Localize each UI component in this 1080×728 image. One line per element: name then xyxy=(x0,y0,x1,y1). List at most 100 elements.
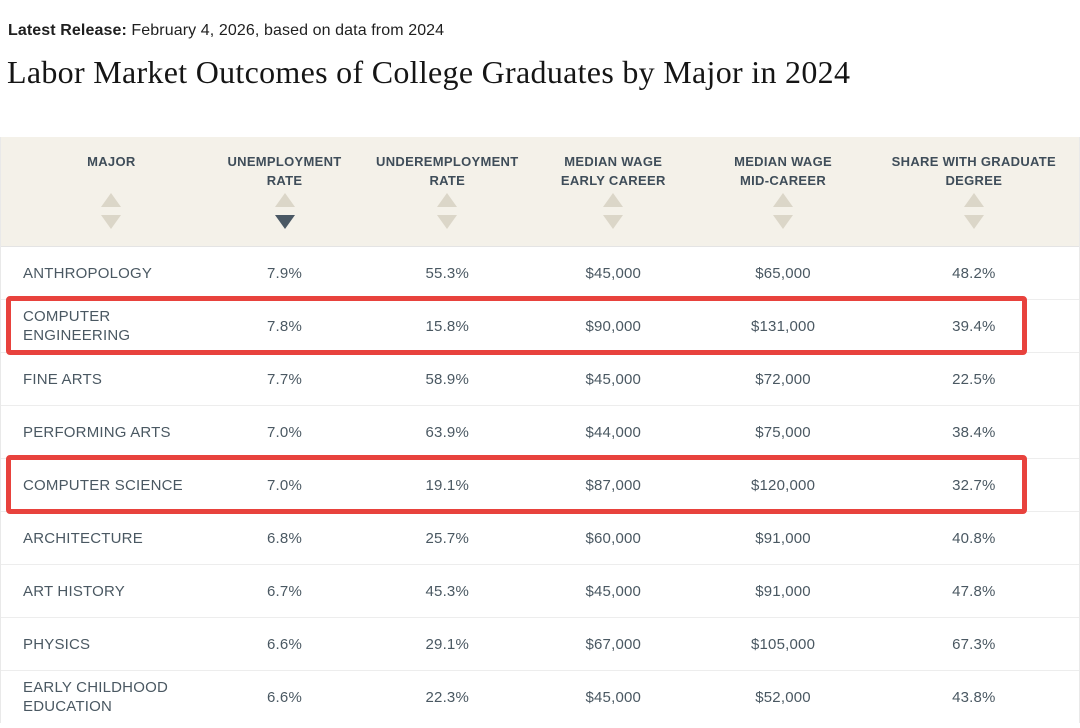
cell-unemployment-rate: 7.9% xyxy=(267,264,302,282)
cell-major: ANTHROPOLOGY xyxy=(23,264,153,282)
sort-ascending-icon[interactable] xyxy=(437,193,458,207)
table-row: PHYSICS 6.6% 29.1% $67,000 $105,000 67.3% xyxy=(1,617,1079,670)
cell-median-wage-early-career: $44,000 xyxy=(585,423,642,441)
cell-unemployment-rate: 7.8% xyxy=(267,317,302,335)
sort-ascending-icon[interactable] xyxy=(274,193,295,207)
sort-ascending-icon[interactable] xyxy=(101,193,122,207)
cell-median-wage-early-career: $45,000 xyxy=(585,370,642,388)
page-title: Labor Market Outcomes of College Graduat… xyxy=(7,54,851,90)
cell-median-wage-mid-career: $91,000 xyxy=(755,582,811,600)
cell-share-with-graduate-degree: 38.4% xyxy=(952,423,996,441)
column-label: UNEMPLOYMENT RATE xyxy=(227,154,342,188)
cell-unemployment-rate: 7.0% xyxy=(267,476,302,494)
cell-median-wage-mid-career: $52,000 xyxy=(755,688,811,706)
column-label: SHARE WITH GRADUATE DEGREE xyxy=(891,154,1056,188)
cell-unemployment-rate: 7.0% xyxy=(267,423,302,441)
cell-median-wage-early-career: $87,000 xyxy=(585,476,642,494)
sort-arrows xyxy=(869,193,1079,229)
table-row: COMPUTER SCIENCE 7.0% 19.1% $87,000 $120,000… xyxy=(1,455,1079,514)
table-header-row: MAJOR UNEMPLOYMENT RATE UNDEREMPLOYMENT RATE… xyxy=(1,137,1079,246)
sort-ascending-icon[interactable] xyxy=(773,193,794,207)
cell-median-wage-mid-career: $131,000 xyxy=(750,317,816,335)
column-header-share-with-graduate-degree[interactable]: SHARE WITH GRADUATE DEGREE xyxy=(869,137,1079,246)
cell-share-with-graduate-degree: 39.4% xyxy=(952,317,996,335)
cell-unemployment-rate: 7.7% xyxy=(267,370,302,388)
cell-median-wage-mid-career: $72,000 xyxy=(755,370,811,388)
column-label: MAJOR xyxy=(87,154,136,169)
column-header-major[interactable]: MAJOR xyxy=(1,137,204,246)
cell-share-with-graduate-degree: 43.8% xyxy=(952,688,996,706)
cell-major: EARLY CHILDHOOD EDUCATION xyxy=(23,679,168,715)
table-row: EARLY CHILDHOOD EDUCATION 6.6% 22.3% $45,00… xyxy=(1,670,1079,723)
column-header-median-wage-mid-career[interactable]: MEDIAN WAGE MID-CAREER xyxy=(697,137,868,246)
cell-underemployment-rate: 63.9% xyxy=(425,423,470,441)
sort-arrows xyxy=(697,193,868,229)
column-header-underemployment-rate[interactable]: UNDEREMPLOYMENT RATE xyxy=(365,137,529,246)
cell-median-wage-mid-career: $105,000 xyxy=(750,635,816,653)
cell-median-wage-mid-career: $120,000 xyxy=(750,476,816,494)
cell-major: PHYSICS xyxy=(23,635,91,653)
cell-major: ARCHITECTURE xyxy=(23,529,143,547)
sort-ascending-icon[interactable] xyxy=(963,193,984,207)
sort-arrows xyxy=(365,193,529,229)
cell-median-wage-mid-career: $65,000 xyxy=(755,264,811,282)
table-row: PERFORMING ARTS 7.0% 63.9% $44,000 $75,000 38… xyxy=(1,405,1079,458)
cell-median-wage-early-career: $45,000 xyxy=(585,582,642,600)
cell-underemployment-rate: 58.9% xyxy=(425,370,470,388)
sort-ascending-icon[interactable] xyxy=(603,193,624,207)
cell-median-wage-mid-career: $91,000 xyxy=(755,529,811,547)
sort-descending-icon[interactable] xyxy=(437,215,458,229)
cell-unemployment-rate: 6.7% xyxy=(267,582,302,600)
cell-median-wage-early-career: $45,000 xyxy=(585,264,642,282)
sort-arrows xyxy=(19,193,204,229)
cell-major: PERFORMING ARTS xyxy=(23,423,171,441)
cell-share-with-graduate-degree: 22.5% xyxy=(952,370,996,388)
sort-descending-icon[interactable] xyxy=(603,215,624,229)
cell-major: ART HISTORY xyxy=(23,582,125,600)
cell-unemployment-rate: 6.6% xyxy=(267,688,302,706)
cell-share-with-graduate-degree: 48.2% xyxy=(952,264,996,282)
table-row: ANTHROPOLOGY 7.9% 55.3% $45,000 $65,000 48.2% xyxy=(1,246,1079,299)
table-row: COMPUTER ENGINEERING 7.8% 15.8% $90,000 $131… xyxy=(1,296,1079,355)
cell-underemployment-rate: 29.1% xyxy=(425,635,470,653)
cell-unemployment-rate: 6.8% xyxy=(267,529,302,547)
cell-share-with-graduate-degree: 47.8% xyxy=(952,582,996,600)
cell-median-wage-mid-career: $75,000 xyxy=(755,423,811,441)
column-label: MEDIAN WAGE MID-CAREER xyxy=(734,154,832,188)
cell-major: COMPUTER SCIENCE xyxy=(23,476,183,494)
cell-share-with-graduate-degree: 40.8% xyxy=(952,529,996,547)
sort-arrows xyxy=(204,193,366,229)
column-header-unemployment-rate[interactable]: UNEMPLOYMENT RATE xyxy=(204,137,366,246)
sort-descending-icon[interactable] xyxy=(274,215,295,229)
sort-descending-icon[interactable] xyxy=(773,215,794,229)
cell-underemployment-rate: 15.8% xyxy=(425,317,470,335)
cell-median-wage-early-career: $45,000 xyxy=(585,688,642,706)
table-row: ART HISTORY 6.7% 45.3% $45,000 $91,000 47.8% xyxy=(1,564,1079,617)
cell-underemployment-rate: 22.3% xyxy=(425,688,470,706)
cell-median-wage-early-career: $60,000 xyxy=(585,529,642,547)
cell-underemployment-rate: 45.3% xyxy=(425,582,470,600)
table-row: FINE ARTS 7.7% 58.9% $45,000 $72,000 22.5% xyxy=(1,352,1079,405)
cell-underemployment-rate: 55.3% xyxy=(425,264,470,282)
sort-descending-icon[interactable] xyxy=(101,215,122,229)
latest-release-label: Latest Release: xyxy=(8,22,127,39)
column-label: MEDIAN WAGE EARLY CAREER xyxy=(560,154,666,188)
column-header-median-wage-early-career[interactable]: MEDIAN WAGE EARLY CAREER xyxy=(529,137,697,246)
column-label: UNDEREMPLOYMENT RATE xyxy=(376,154,519,188)
latest-release-text: February 4, 2026, based on data from 202… xyxy=(126,22,445,39)
outcomes-table: MAJOR UNEMPLOYMENT RATE UNDEREMPLOYMENT RATE… xyxy=(0,137,1080,723)
cell-median-wage-early-career: $67,000 xyxy=(585,635,642,653)
sort-arrows xyxy=(529,193,697,229)
cell-major: FINE ARTS xyxy=(23,370,103,388)
cell-underemployment-rate: 25.7% xyxy=(425,529,470,547)
cell-share-with-graduate-degree: 67.3% xyxy=(952,635,996,653)
table-body: ANTHROPOLOGY 7.9% 55.3% $45,000 $65,000 48.2%… xyxy=(1,246,1079,723)
table-row: ARCHITECTURE 6.8% 25.7% $60,000 $91,000 40.8% xyxy=(1,511,1079,564)
sort-descending-icon[interactable] xyxy=(963,215,984,229)
latest-release-line: Latest Release: February 4, 2026, based … xyxy=(8,22,444,40)
cell-share-with-graduate-degree: 32.7% xyxy=(952,476,996,494)
cell-median-wage-early-career: $90,000 xyxy=(585,317,642,335)
cell-underemployment-rate: 19.1% xyxy=(425,476,470,494)
cell-major: COMPUTER ENGINEERING xyxy=(23,308,131,344)
cell-unemployment-rate: 6.6% xyxy=(267,635,302,653)
